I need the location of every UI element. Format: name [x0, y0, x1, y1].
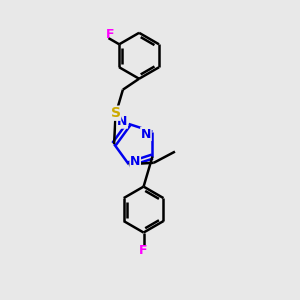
Text: F: F — [139, 244, 148, 257]
Text: F: F — [106, 28, 114, 41]
Text: N: N — [117, 115, 128, 128]
Text: N: N — [141, 128, 151, 140]
Text: N: N — [130, 155, 140, 168]
Text: S: S — [110, 106, 121, 120]
